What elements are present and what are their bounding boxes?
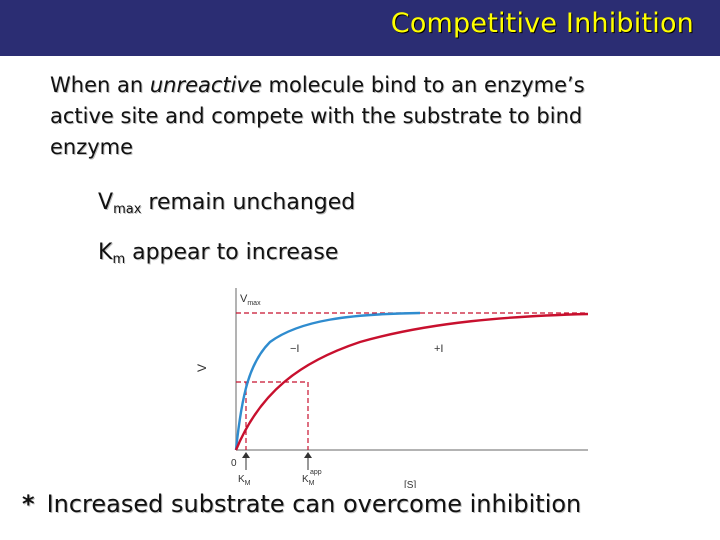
slide-title: Competitive Inhibition xyxy=(390,8,694,39)
km-app-superscript: app xyxy=(310,469,322,476)
y-axis-label: V xyxy=(195,364,209,372)
bullet-km-symbol: K xyxy=(98,240,113,265)
bullet-km-subscript: m xyxy=(112,252,126,267)
origin-label: 0 xyxy=(231,458,237,469)
bullet-km: Km appear to increase xyxy=(98,240,338,267)
intro-emphasis: unreactive xyxy=(149,73,262,97)
curve-minus-inhibitor-label: −I xyxy=(290,343,299,355)
km-app-arrow-head xyxy=(304,452,312,458)
footer-asterisk: * xyxy=(22,490,35,518)
x-axis-label: [S] xyxy=(404,480,416,488)
intro-text-post: molecule bind to an enzyme’s active site… xyxy=(50,73,585,159)
title-bar: Competitive Inhibition xyxy=(0,0,720,56)
bullet-vmax-symbol: V xyxy=(98,190,114,215)
inhibition-graph: Vmax −I +I V 0 KM KM app [S] xyxy=(190,282,590,488)
bullet-vmax-subscript: max xyxy=(113,202,142,217)
curve-with-inhibitor xyxy=(234,312,589,451)
km-label: KM xyxy=(238,474,251,487)
vmax-label: Vmax xyxy=(240,293,261,307)
bullet-vmax: Vmax remain unchanged xyxy=(98,190,355,217)
footer-note: * Increased substrate can overcome inhibi… xyxy=(22,490,581,518)
curve-no-inhibitor xyxy=(234,311,421,451)
km-arrow-head xyxy=(242,452,250,458)
bullet-km-text: appear to increase xyxy=(125,240,339,265)
km-app-label: KM xyxy=(302,474,315,487)
intro-paragraph: When an unreactive molecule bind to an e… xyxy=(50,70,650,163)
intro-text-pre: When an xyxy=(50,73,150,97)
curve-plus-inhibitor-label: +I xyxy=(434,343,443,355)
bullet-vmax-text: remain unchanged xyxy=(141,190,356,215)
footer-text: Increased substrate can overcome inhibit… xyxy=(46,490,582,518)
